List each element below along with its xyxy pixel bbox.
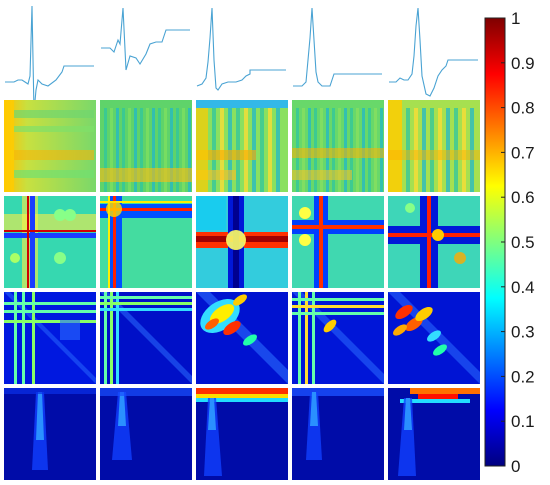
time-frequency-map-row [4, 388, 480, 480]
signal-waveform-2 [101, 7, 190, 71]
feature-matrix-1 [4, 100, 96, 192]
signal-waveform-row [5, 5, 478, 113]
colorbar-tick-label: 0.6 [511, 188, 535, 207]
signal-waveform-3 [196, 7, 286, 91]
time-frequency-map-4 [292, 388, 384, 480]
colorbar-tick-label: 0.9 [511, 54, 535, 73]
feature-matrix-4 [292, 100, 384, 192]
time-frequency-map-1 [4, 388, 96, 480]
feature-matrix-5 [388, 100, 480, 192]
similarity-matrix-row [4, 292, 480, 384]
recurrence-map-4 [292, 196, 384, 288]
recurrence-map-1 [4, 196, 96, 288]
colorbar-tick-label: 0.2 [511, 367, 535, 386]
recurrence-map-2 [100, 196, 192, 288]
colorbar: 1 0.9 0.8 0.7 0.6 0.5 0.4 0.3 0.2 0.1 0 [484, 9, 535, 476]
signal-waveform-5 [389, 7, 478, 97]
recurrence-map-5 [388, 196, 480, 288]
colorbar-tick-label: 0.1 [511, 412, 535, 431]
time-frequency-map-5 [388, 388, 480, 480]
similarity-matrix-5 [388, 292, 480, 384]
signal-waveform-4 [293, 7, 382, 87]
colorbar-tick-label: 0.4 [511, 278, 535, 297]
colorbar-ticks: 1 0.9 0.8 0.7 0.6 0.5 0.4 0.3 0.2 0.1 0 [501, 9, 535, 476]
colorbar-tick-label: 0 [511, 457, 520, 476]
feature-matrix-3 [196, 100, 288, 192]
colorbar-tick-label: 0.5 [511, 233, 535, 252]
time-frequency-map-3 [196, 388, 288, 480]
signal-waveform-1 [5, 5, 94, 113]
colorbar-tick-label: 1 [511, 9, 520, 28]
similarity-matrix-1 [4, 292, 96, 384]
colorbar-tick-label: 0.7 [511, 143, 535, 162]
feature-matrix-row [4, 100, 480, 192]
similarity-matrix-2 [100, 292, 192, 384]
colorbar-tick-label: 0.8 [511, 99, 535, 118]
colorbar-tick-label: 0.3 [511, 323, 535, 342]
time-frequency-map-2 [100, 388, 192, 480]
similarity-matrix-4 [292, 292, 384, 384]
feature-matrix-2 [100, 100, 192, 192]
recurrence-map-3 [196, 196, 288, 288]
recurrence-map-row [4, 196, 480, 288]
similarity-matrix-3 [196, 292, 288, 384]
